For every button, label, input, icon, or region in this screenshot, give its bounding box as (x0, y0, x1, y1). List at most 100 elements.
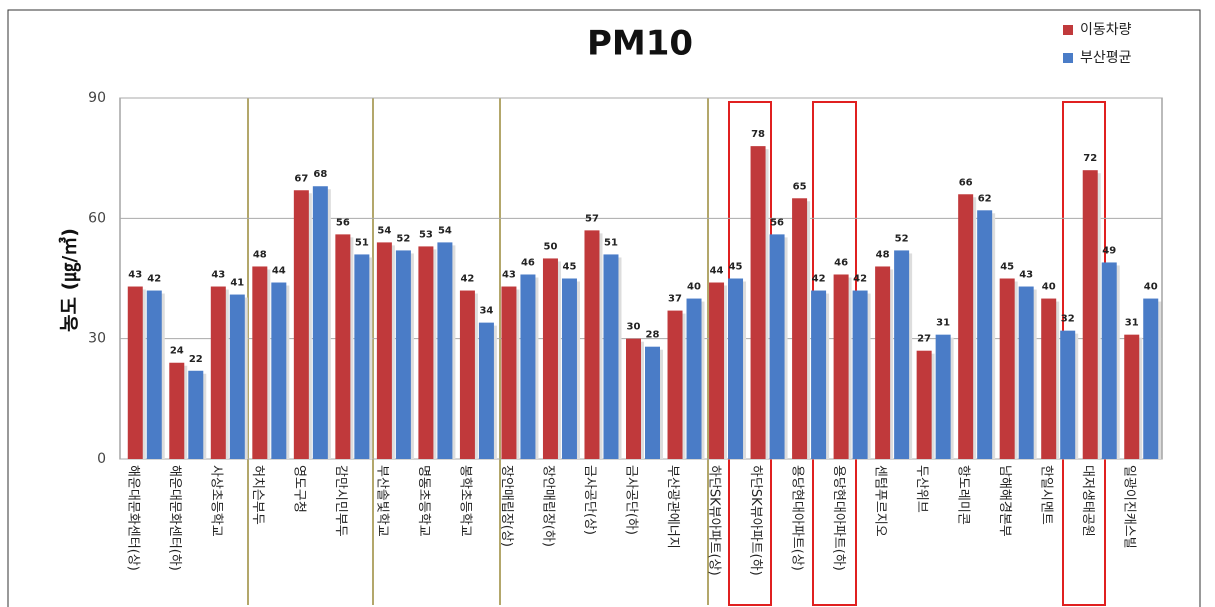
x-tick-label: 부산솔빛학교 (374, 465, 389, 537)
bar (376, 242, 392, 459)
value-label: 48 (253, 249, 267, 260)
value-label: 52 (895, 233, 909, 244)
bar (686, 298, 702, 459)
bar (210, 286, 226, 459)
bar (1060, 330, 1076, 459)
value-label: 43 (1019, 270, 1033, 281)
value-label: 56 (336, 217, 350, 228)
y-tick-label: 90 (88, 90, 106, 106)
bar (645, 346, 660, 459)
value-label: 54 (377, 225, 391, 236)
x-tick-label: 허치슨부두 (250, 465, 265, 525)
x-tick-label: 대저생태공원 (1080, 465, 1095, 537)
x-tick-label: 남해해경본부 (997, 465, 1012, 537)
value-label: 43 (128, 270, 142, 281)
x-tick-label: 하단SK뷰아파트(상) (707, 465, 722, 576)
bar (395, 250, 411, 459)
value-label: 46 (834, 257, 848, 268)
x-tick-label: 금사공단(상) (582, 465, 597, 535)
bar (894, 250, 910, 459)
bar (626, 338, 641, 459)
bar (750, 146, 766, 459)
y-axis-label: 농도 (㎍/㎥) (58, 228, 82, 332)
value-label: 52 (396, 233, 410, 244)
bar (935, 334, 951, 459)
x-tick-label: 감만시민부두 (333, 465, 348, 537)
value-label: 78 (751, 129, 765, 140)
value-label: 32 (1061, 314, 1075, 325)
value-label: 45 (1000, 262, 1014, 273)
value-label: 42 (460, 274, 474, 285)
value-label: 42 (812, 274, 826, 285)
x-tick-label: 해운대문화센터(상) (125, 465, 140, 571)
value-label: 68 (313, 169, 327, 180)
x-tick-label: 봉학초등학교 (457, 465, 472, 537)
bar (169, 362, 185, 459)
value-label: 30 (627, 322, 641, 333)
bar (667, 310, 683, 459)
value-label: 67 (294, 173, 308, 184)
legend-swatch (1063, 25, 1073, 35)
bar (1124, 334, 1140, 459)
legend-swatch (1063, 53, 1073, 63)
bar (833, 274, 849, 459)
value-label: 40 (687, 282, 701, 293)
bar (1018, 286, 1034, 459)
bar (542, 258, 558, 459)
x-tick-label: 하단SK뷰아파트(하) (748, 465, 763, 576)
bar (852, 290, 868, 459)
bar (875, 266, 891, 459)
bar (501, 286, 517, 459)
bar (437, 242, 453, 459)
x-tick-label: 두산위브 (914, 465, 929, 513)
value-label: 53 (419, 229, 433, 240)
x-tick-label: 일광이진캐스빌 (1122, 465, 1137, 549)
value-label: 40 (1042, 282, 1056, 293)
bar (229, 294, 245, 459)
value-label: 41 (230, 278, 244, 289)
value-label: 22 (189, 354, 203, 365)
chart-title: PM10 (587, 24, 693, 64)
x-tick-label: 용당현대아파트(상) (790, 465, 805, 571)
value-label: 50 (543, 241, 557, 252)
x-tick-label: 항도레미콘 (956, 465, 971, 525)
value-label: 37 (668, 294, 682, 305)
value-label: 72 (1083, 153, 1097, 164)
bar (335, 234, 351, 459)
value-label: 42 (853, 274, 867, 285)
bar (1041, 298, 1057, 459)
value-label: 57 (585, 213, 599, 224)
value-label: 48 (876, 249, 890, 260)
value-label: 51 (604, 237, 618, 248)
value-label: 31 (936, 318, 950, 329)
value-label: 49 (1102, 245, 1116, 256)
x-tick-label: 명동초등학교 (416, 465, 431, 537)
y-tick-label: 60 (88, 210, 106, 226)
value-label: 56 (770, 217, 784, 228)
value-label: 62 (978, 193, 992, 204)
y-tick-label: 30 (88, 331, 106, 347)
value-label: 42 (147, 274, 161, 285)
y-tick-label: 0 (97, 451, 106, 467)
value-label: 51 (355, 237, 369, 248)
bar (459, 290, 475, 459)
x-tick-label: 장안매립장(하) (540, 465, 555, 547)
value-label: 44 (272, 266, 286, 277)
bar (293, 190, 309, 459)
value-label: 66 (959, 177, 973, 188)
bar (916, 350, 932, 459)
bar (977, 210, 993, 459)
bar (811, 290, 827, 459)
value-label: 45 (729, 262, 743, 273)
value-label: 28 (646, 330, 660, 341)
bar (561, 278, 577, 459)
x-tick-label: 영도구청 (291, 465, 306, 513)
value-label: 65 (793, 181, 807, 192)
bar (271, 282, 287, 459)
bar (520, 274, 536, 459)
bar (146, 290, 162, 459)
value-label: 54 (438, 225, 452, 236)
bar (999, 278, 1015, 459)
bar (769, 234, 785, 459)
bar (709, 282, 725, 459)
